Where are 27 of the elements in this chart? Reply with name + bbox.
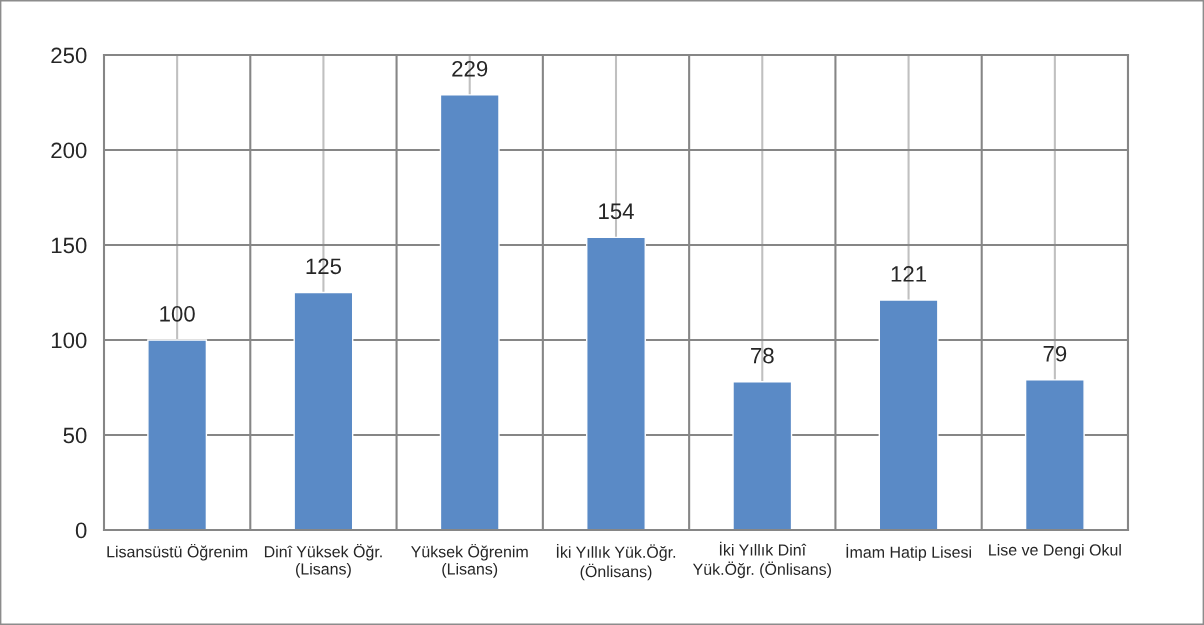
bar [293,291,354,530]
data-label: 154 [599,203,634,220]
x-tick-label: Lisansüstü Öğrenim [107,543,248,561]
y-tick-label: 200 [51,142,87,159]
y-tick-label: 0 [75,522,87,539]
y-tick-label: 150 [51,237,87,254]
bar [732,381,793,530]
x-tick-label: İki Yıllık Yük.Öğr. (Önlisans) [556,543,676,581]
data-label: 125 [306,258,342,275]
data-label: 121 [891,266,927,282]
data-label: 79 [1043,345,1067,362]
x-tick-label: Yüksek Öğrenim (Lisans) [411,543,528,578]
data-label: 229 [452,60,488,77]
bar [147,339,208,530]
data-label: 100 [160,305,195,322]
x-tick-label: İmam Hatip Lisesi [846,543,971,562]
bar [439,94,500,530]
x-tick-label: Dinî Yüksek Öğr. (Lisans) [264,543,382,578]
y-tick-label: 250 [51,47,87,64]
data-label: 78 [751,347,774,364]
x-tick-label: İki Yıllık Dinî Yük.Öğr. (Önlisans) [692,541,831,579]
y-tick-label: 100 [51,332,87,349]
bar [1024,379,1085,530]
bar [586,236,646,530]
y-tick-label: 50 [63,427,87,444]
x-tick-label: Lise ve Dengi Okul [989,543,1121,559]
bar [878,299,939,530]
